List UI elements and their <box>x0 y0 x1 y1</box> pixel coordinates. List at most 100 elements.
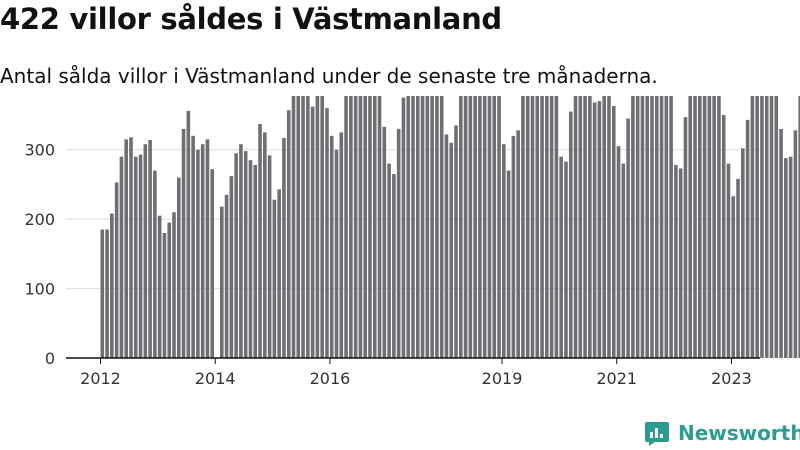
bar <box>272 199 277 358</box>
bar <box>707 96 712 358</box>
bar <box>315 96 320 359</box>
bar <box>583 96 587 358</box>
bar <box>702 96 707 359</box>
bar <box>277 189 281 358</box>
bar <box>430 96 434 359</box>
bar <box>545 96 549 359</box>
bar <box>678 168 683 358</box>
bar <box>588 96 592 358</box>
bar <box>779 128 783 358</box>
bar <box>181 128 186 358</box>
bar <box>200 144 205 358</box>
bar <box>621 163 626 358</box>
y-tick-label: 300 <box>24 141 55 160</box>
bar <box>124 139 128 358</box>
bar <box>439 96 444 358</box>
bar <box>516 130 520 358</box>
bar <box>363 96 367 358</box>
bar <box>736 178 740 358</box>
bar <box>798 96 800 359</box>
bar <box>769 96 774 358</box>
bar <box>329 135 334 358</box>
bar-chart-icon <box>645 422 669 446</box>
bar <box>353 96 358 358</box>
bar <box>301 96 305 358</box>
chart-subtitle: Antal sålda villor i Västmanland under d… <box>0 64 658 88</box>
bar <box>564 161 568 358</box>
bar <box>176 177 181 358</box>
x-tick-label: 2023 <box>711 369 752 388</box>
bar <box>497 96 501 358</box>
bar <box>478 96 482 358</box>
bar <box>784 158 788 358</box>
brand-name: Newsworthy <box>678 421 800 445</box>
bar <box>698 96 702 359</box>
bar <box>611 106 616 358</box>
bar <box>635 96 640 358</box>
bar <box>631 96 635 358</box>
bar <box>645 96 650 358</box>
bar <box>454 125 458 358</box>
bar <box>243 151 248 358</box>
bar <box>191 135 195 358</box>
bar <box>626 118 630 358</box>
bar <box>693 96 697 359</box>
page-title: 422 villor såldes i Västmanland <box>0 2 502 36</box>
bar <box>306 96 310 359</box>
bar <box>196 149 200 358</box>
bar <box>721 115 726 358</box>
bar <box>286 110 291 358</box>
bar <box>502 144 506 358</box>
bar <box>669 96 673 358</box>
bar <box>349 96 353 358</box>
bar <box>263 132 267 358</box>
bar <box>755 96 759 358</box>
bar <box>110 213 114 358</box>
bar <box>540 96 544 359</box>
bar <box>296 96 301 358</box>
bar <box>578 96 583 358</box>
bar <box>492 96 497 358</box>
bar <box>162 233 167 358</box>
bar <box>659 96 664 358</box>
bar <box>229 176 234 358</box>
bar <box>535 96 540 359</box>
bar <box>559 156 563 358</box>
bar <box>444 134 449 358</box>
bar <box>597 101 602 359</box>
bar <box>325 108 329 358</box>
bar <box>119 156 124 358</box>
bar <box>521 96 525 358</box>
x-axis: 2012201420162019202120232025 <box>66 357 760 388</box>
bar <box>607 96 611 359</box>
bar <box>568 111 573 358</box>
bar <box>482 96 487 359</box>
bar <box>425 96 430 359</box>
bar <box>459 96 463 358</box>
bar <box>100 229 105 358</box>
bar <box>377 96 382 358</box>
x-tick-label: 2021 <box>596 369 637 388</box>
bar <box>186 110 191 358</box>
bar <box>449 142 454 358</box>
bar <box>726 163 731 358</box>
bar <box>788 156 793 358</box>
bar <box>435 96 439 358</box>
bar <box>396 128 401 358</box>
bar <box>339 132 344 358</box>
bar <box>506 170 511 358</box>
bar <box>334 149 339 358</box>
bar <box>358 96 363 358</box>
bar <box>468 96 473 358</box>
bar <box>224 194 229 358</box>
bar <box>415 96 420 359</box>
bar <box>573 96 578 358</box>
y-tick-label: 0 <box>45 349 55 368</box>
bar <box>310 106 315 358</box>
bar <box>511 135 516 358</box>
bars <box>100 96 800 359</box>
bar <box>745 119 750 358</box>
bar <box>712 96 716 358</box>
bar <box>129 137 133 358</box>
bar <box>473 96 477 358</box>
